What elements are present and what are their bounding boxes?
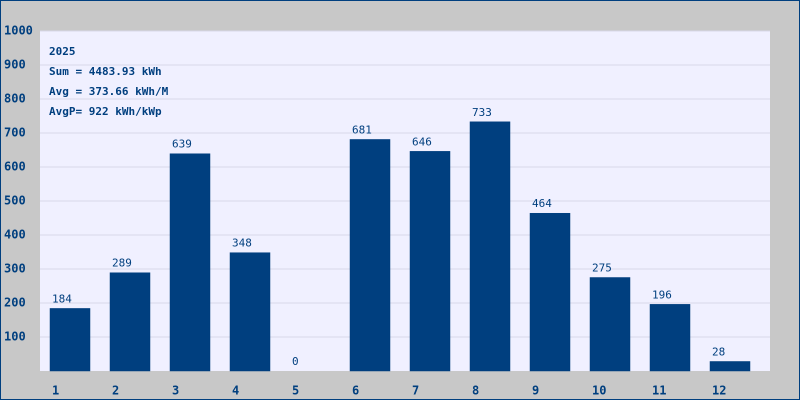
- annotation: Avg = 373.66 kWh/M: [49, 85, 169, 98]
- bar: [409, 151, 451, 372]
- value-label: 646: [412, 135, 432, 148]
- bar: [169, 153, 211, 372]
- bar: [529, 212, 571, 372]
- x-tick-label: 8: [472, 384, 479, 398]
- y-tick-label: 300: [4, 262, 26, 276]
- x-tick-label: 7: [412, 384, 419, 398]
- y-tick-label: 1000: [4, 24, 33, 38]
- value-label: 464: [532, 197, 552, 210]
- value-label: 733: [472, 106, 492, 119]
- x-tick-label: 12: [712, 384, 726, 398]
- value-label: 348: [232, 237, 252, 250]
- bar: [229, 252, 271, 372]
- annotation: 2025: [49, 45, 76, 58]
- annotation: Sum = 4483.93 kWh: [49, 65, 162, 78]
- y-tick-label: 800: [4, 92, 26, 106]
- annotation: AvgP= 922 kWh/kWp: [49, 105, 162, 118]
- y-tick-label: 900: [4, 58, 26, 72]
- x-tick-label: 10: [592, 384, 606, 398]
- y-tick-label: 700: [4, 126, 26, 140]
- x-tick-label: 1: [52, 384, 59, 398]
- value-label: 0: [292, 355, 299, 368]
- y-tick-label: 400: [4, 228, 26, 242]
- bar: [709, 361, 751, 372]
- value-label: 275: [592, 262, 612, 275]
- bar: [589, 277, 631, 372]
- x-tick-label: 6: [352, 384, 359, 398]
- x-tick-label: 4: [232, 384, 239, 398]
- x-tick-label: 9: [532, 384, 539, 398]
- y-tick-label: 100: [4, 330, 26, 344]
- y-tick-label: 600: [4, 160, 26, 174]
- value-label: 184: [52, 292, 72, 305]
- bar: [349, 139, 391, 372]
- bar: [49, 308, 91, 372]
- x-tick-label: 11: [652, 384, 666, 398]
- x-tick-label: 3: [172, 384, 179, 398]
- value-label: 28: [712, 345, 725, 358]
- x-tick-label: 5: [292, 384, 299, 398]
- y-tick-label: 200: [4, 296, 26, 310]
- bar: [469, 121, 511, 372]
- value-label: 289: [112, 257, 132, 270]
- value-label: 681: [352, 123, 372, 136]
- value-label: 196: [652, 288, 672, 301]
- y-tick-label: 500: [4, 194, 26, 208]
- bar: [109, 272, 151, 372]
- x-tick-label: 2: [112, 384, 119, 398]
- value-label: 639: [172, 138, 192, 151]
- bar: [649, 304, 691, 372]
